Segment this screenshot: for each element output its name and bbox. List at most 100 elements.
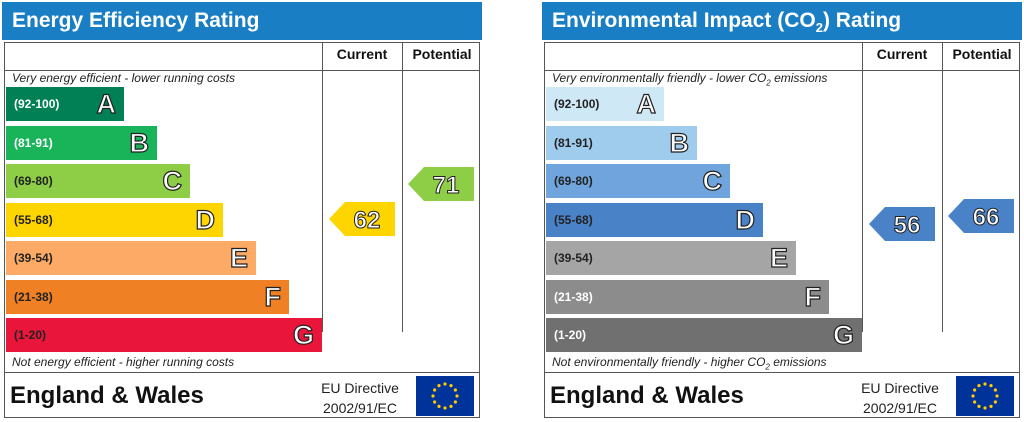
band-range: (69-80) — [554, 174, 593, 188]
current-arrow-shape — [329, 202, 395, 237]
band-range: (1-20) — [554, 328, 587, 342]
chart-frame — [4, 42, 480, 418]
band-range: (1-20) — [14, 328, 47, 342]
band-c: (69-80) C — [6, 164, 190, 198]
flag-star — [977, 384, 981, 388]
flag-star — [443, 382, 447, 386]
title-text: Environmental Impact (CO — [552, 9, 816, 32]
panel-title: Environmental Impact (CO2) Rating — [542, 2, 1022, 40]
flag-star — [983, 382, 987, 386]
column-header-current: Current — [336, 46, 388, 62]
flag-star — [433, 400, 437, 404]
band-range: (39-54) — [14, 251, 53, 265]
flag-star — [449, 384, 453, 388]
current-rating-arrow: 56 — [869, 206, 935, 241]
column-divider — [402, 42, 403, 332]
band-g: (1-20) G — [546, 318, 862, 352]
flag-star — [989, 404, 993, 408]
column-header-potential: Potential — [952, 46, 1012, 62]
note-subscript: 2 — [766, 78, 771, 88]
energy-efficiency-panel: Energy Efficiency Rating Current Potenti… — [2, 2, 482, 420]
potential-rating-value: 71 — [433, 172, 460, 199]
band-letter: D — [735, 204, 756, 235]
band-a: (92-100) A — [546, 87, 664, 121]
band-letter: G — [832, 319, 854, 350]
band-range: (92-100) — [554, 97, 600, 111]
footer-divider — [544, 372, 1020, 373]
flag-star — [971, 394, 975, 398]
band-range: (55-68) — [14, 212, 53, 227]
top-note: Very environmentally friendly - lower CO… — [552, 71, 827, 87]
directive-line-2: 2002/91/EC — [863, 400, 937, 416]
directive-line-1: EU Directive — [321, 380, 399, 396]
chart-frame — [544, 42, 1020, 418]
title-subscript: 2 — [815, 20, 823, 36]
bottom-note: Not environmentally friendly - higher CO… — [552, 355, 827, 371]
flag-star — [973, 400, 977, 404]
flag-star — [431, 394, 435, 398]
note-text-end: emissions — [769, 355, 827, 369]
region-label: England & Wales — [10, 382, 204, 409]
flag-star — [977, 404, 981, 408]
band-letter: E — [229, 242, 248, 273]
band-e: (39-54) E — [6, 241, 256, 275]
band-letter: G — [292, 319, 314, 350]
eu-directive: EU Directive 2002/91/EC — [310, 378, 410, 418]
band-f: (21-38) F — [546, 279, 829, 314]
band-range: (81-91) — [14, 135, 53, 150]
note-text: Not environmentally friendly - higher CO — [552, 355, 766, 369]
band-letter: C — [162, 165, 183, 196]
flag-star — [437, 384, 441, 388]
band-letter: E — [769, 242, 788, 273]
band-d: (55-68) D — [6, 202, 223, 237]
band-f: (21-38) F — [6, 279, 289, 314]
potential-arrow-shape — [408, 167, 474, 202]
flag-star — [453, 400, 457, 404]
current-rating-value: 56 — [894, 212, 921, 239]
flag-star — [995, 394, 999, 398]
band-range: (81-91) — [554, 135, 593, 150]
flag-star — [973, 388, 977, 392]
column-divider — [322, 42, 323, 332]
band-range: (39-54) — [554, 251, 593, 265]
band-a: (92-100) A — [6, 87, 124, 121]
flag-star — [993, 388, 997, 392]
potential-rating-arrow: 71 — [408, 167, 474, 202]
flag-star — [455, 394, 459, 398]
flag-star — [437, 404, 441, 408]
band-e: (39-54) E — [546, 241, 796, 275]
title-text-end: ) Rating — [822, 9, 902, 32]
potential-rating-arrow: 66 — [948, 199, 1014, 234]
column-header-current: Current — [876, 46, 928, 62]
band-range: (21-38) — [14, 289, 53, 304]
band-letter: A — [96, 88, 117, 119]
band-range: (92-100) — [14, 97, 60, 111]
region-label: England & Wales — [550, 382, 744, 409]
band-letter: A — [636, 88, 657, 119]
flag-star — [443, 406, 447, 410]
note-subscript: 2 — [765, 362, 770, 372]
flag-star — [449, 404, 453, 408]
band-range: (55-68) — [554, 212, 593, 227]
directive-line-2: 2002/91/EC — [323, 400, 397, 416]
eu-directive: EU Directive 2002/91/EC — [850, 378, 950, 418]
header-divider — [4, 70, 480, 71]
potential-rating-value: 66 — [973, 204, 1000, 231]
flag-star — [453, 388, 457, 392]
footer-divider — [4, 372, 480, 373]
band-range: (69-80) — [14, 174, 53, 188]
flag-star — [433, 388, 437, 392]
column-header-potential: Potential — [412, 46, 472, 62]
band-b: (81-91) B — [546, 125, 697, 160]
band-c: (69-80) C — [546, 164, 730, 198]
band-letter: B — [129, 127, 150, 158]
flag-star — [989, 384, 993, 388]
column-divider — [942, 42, 943, 332]
potential-arrow-shape — [948, 199, 1014, 234]
flag-star — [983, 406, 987, 410]
environmental-impact-panel: Environmental Impact (CO2) Rating Curren… — [542, 2, 1022, 420]
band-range: (21-38) — [554, 289, 593, 304]
band-letter: C — [702, 165, 723, 196]
band-d: (55-68) D — [546, 202, 763, 237]
current-arrow-shape — [869, 206, 935, 241]
